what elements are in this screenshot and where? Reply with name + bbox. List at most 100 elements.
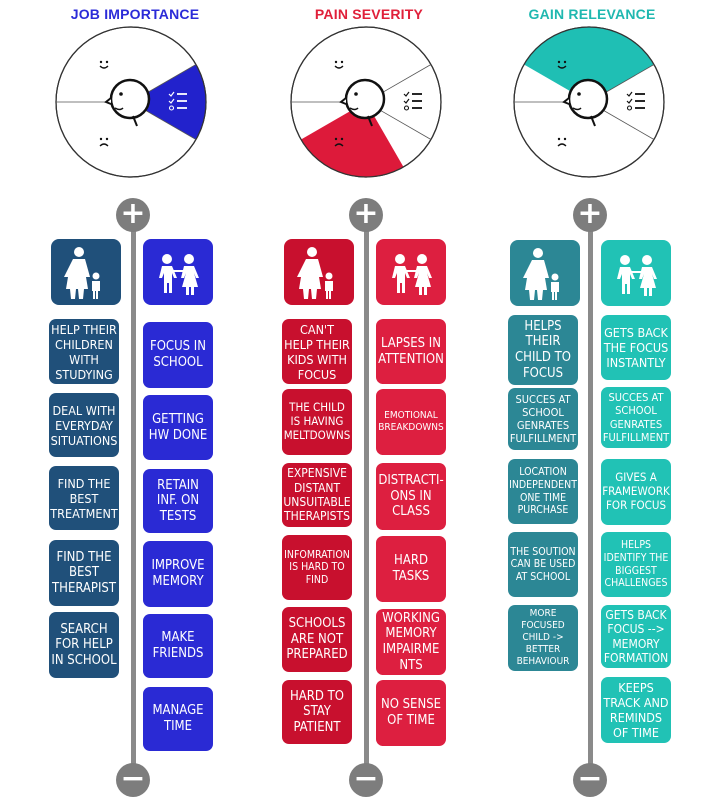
two-children-icon: [159, 254, 199, 295]
frown-face-icon: [557, 137, 567, 147]
child-card: SUCCES AT SCHOOL GENRATES FULFILLMENT: [601, 387, 671, 448]
child-card: GETS BACK THE FOCUS INSTANTLY: [601, 315, 671, 380]
increase-button[interactable]: +: [349, 198, 383, 232]
decrease-button[interactable]: −: [349, 763, 383, 797]
parent-card-text: CAN'T HELP THEIR KIDS WITH FOCUS: [284, 321, 350, 382]
child-card: MAKE FRIENDS: [143, 614, 213, 678]
person-nose: [339, 97, 347, 105]
two-children-icon: [392, 254, 432, 295]
child-card-text: DISTRACTI-ONS IN CLASS: [378, 473, 444, 520]
parent-card-text: EXPENSIVE DISTANT UNSUITABLE THERAPISTS: [283, 466, 351, 524]
child-card: EMOTIONAL BREAKDOWNS: [376, 389, 446, 455]
parent-card-text: MORE FOCUSED CHILD -> BETTER BEHAVIOUR: [516, 608, 570, 667]
smile-face-icon: [557, 60, 567, 69]
scale-axis: [588, 215, 593, 780]
parent-card-text: HARD TO STAY PATIENT: [290, 688, 344, 735]
child-card: WORKING MEMORY IMPAIRME NTS: [376, 609, 446, 675]
parent-card-text: LOCATION INDEPENDENT ONE TIME PURCHASE: [509, 466, 577, 517]
parent-card-text: INFOMRATION IS HARD TO FIND: [284, 548, 350, 586]
child-card: GIVES A FRAMEWORK FOR FOCUS: [601, 459, 671, 525]
smile-face-icon: [334, 60, 344, 69]
child-card: LAPSES IN ATTENTION: [376, 319, 446, 384]
child-card-text: NO SENSE OF TIME: [380, 697, 442, 728]
person-mouth: [572, 107, 582, 111]
checklist-icon: [168, 91, 187, 111]
scale-axis: [131, 215, 136, 780]
child-card: NO SENSE OF TIME: [376, 680, 446, 746]
two-children-icon: [617, 255, 657, 296]
increase-button[interactable]: +: [573, 198, 607, 232]
child-card: GETS BACK FOCUS --> MEMORY FORMATION: [601, 605, 671, 668]
parent-card: SEARCH FOR HELP IN SCHOOL: [49, 612, 119, 678]
child-card: HARD TASKS: [376, 536, 446, 602]
person-nose: [104, 97, 112, 105]
child-card: RETAIN INF. ON TESTS: [143, 469, 213, 533]
parent-card: THE CHILD IS HAVING MELTDOWNS: [282, 389, 352, 455]
child-card: DISTRACTI-ONS IN CLASS: [376, 463, 446, 530]
parent-card: DEAL WITH EVERYDAY SITUATIONS: [49, 393, 119, 457]
parent-card: EXPENSIVE DISTANT UNSUITABLE THERAPISTS: [282, 463, 352, 527]
parent-with-child-icon: [297, 247, 333, 299]
child-card-text: LAPSES IN ATTENTION: [378, 335, 444, 367]
child-card-text: FOCUS IN SCHOOL: [150, 339, 206, 370]
person-head-icon: [567, 78, 609, 120]
parent-with-child-icon: [64, 247, 100, 299]
child-header-tile: [601, 240, 671, 306]
person-mouth: [349, 107, 359, 111]
child-card-text: RETAIN INF. ON TESTS: [156, 477, 200, 524]
child-card-text: HELPS IDENTIFY THE BIGGEST CHALLENGES: [603, 539, 669, 590]
child-card-text: MAKE FRIENDS: [152, 630, 204, 661]
parent-card: SUCCES AT SCHOOL GENRATES FULFILLMENT: [508, 388, 578, 450]
child-card: GETTING HW DONE: [143, 395, 213, 460]
parent-card: LOCATION INDEPENDENT ONE TIME PURCHASE: [508, 459, 578, 524]
rating-wheel: [290, 26, 442, 178]
child-card-text: GETS BACK THE FOCUS INSTANTLY: [603, 325, 669, 370]
child-card-text: SUCCES AT SCHOOL GENRATES FULFILLMENT: [602, 391, 670, 444]
child-card-text: IMPROVE MEMORY: [151, 558, 205, 589]
column-title: PAIN SEVERITY: [314, 6, 424, 22]
person-head-icon: [344, 78, 386, 120]
child-header-tile: [376, 239, 446, 305]
parent-card-text: HELP THEIR CHILDREN WITH STUDYING: [51, 321, 117, 382]
child-card: HELPS IDENTIFY THE BIGGEST CHALLENGES: [601, 532, 671, 597]
checklist-icon: [403, 91, 422, 111]
parent-card-text: THE SOUTION CAN BE USED AT SCHOOL: [510, 545, 576, 583]
parent-card: MORE FOCUSED CHILD -> BETTER BEHAVIOUR: [508, 605, 578, 671]
parent-card: INFOMRATION IS HARD TO FIND: [282, 535, 352, 600]
person-head-icon: [109, 78, 151, 120]
child-card-text: WORKING MEMORY IMPAIRME NTS: [382, 610, 440, 673]
child-card: IMPROVE MEMORY: [143, 541, 213, 607]
person-eye: [354, 92, 358, 96]
parent-card-text: SEARCH FOR HELP IN SCHOOL: [51, 621, 117, 668]
checklist-icon: [626, 91, 645, 111]
child-card-text: EMOTIONAL BREAKDOWNS: [378, 410, 444, 433]
decrease-button[interactable]: −: [116, 763, 150, 797]
child-card-text: GETTING HW DONE: [148, 411, 208, 443]
parent-with-child-icon: [523, 248, 559, 300]
parent-header-tile: [510, 240, 580, 306]
child-card-text: GETS BACK FOCUS --> MEMORY FORMATION: [603, 607, 669, 665]
parent-card: FIND THE BEST TREATMENT: [49, 466, 119, 530]
wheel-segment-filled: [131, 64, 206, 140]
parent-card: THE SOUTION CAN BE USED AT SCHOOL: [508, 532, 578, 597]
scale-axis: [364, 215, 369, 780]
child-card: KEEPS TRACK AND REMINDS OF TIME: [601, 677, 671, 743]
parent-card-text: HELPS THEIR CHILD TO FOCUS: [515, 318, 571, 381]
parent-card-text: DEAL WITH EVERYDAY SITUATIONS: [50, 402, 118, 448]
column-title: GAIN RELEVANCE: [528, 6, 656, 22]
child-card: MANAGE TIME: [143, 687, 213, 751]
person-neck: [367, 115, 373, 127]
person-eye: [577, 92, 581, 96]
rating-wheel: [55, 26, 207, 178]
rating-wheel: [513, 26, 665, 178]
increase-button[interactable]: +: [116, 198, 150, 232]
parent-card: CAN'T HELP THEIR KIDS WITH FOCUS: [282, 319, 352, 384]
parent-card: HELP THEIR CHILDREN WITH STUDYING: [49, 319, 119, 384]
person-nose: [562, 97, 570, 105]
parent-card: HELPS THEIR CHILD TO FOCUS: [508, 315, 578, 385]
parent-header-tile: [51, 239, 121, 305]
parent-card-text: THE CHILD IS HAVING MELTDOWNS: [283, 400, 351, 442]
parent-card-text: FIND THE BEST THERAPIST: [52, 549, 116, 596]
parent-card-text: FIND THE BEST TREATMENT: [50, 475, 118, 521]
decrease-button[interactable]: −: [573, 763, 607, 797]
